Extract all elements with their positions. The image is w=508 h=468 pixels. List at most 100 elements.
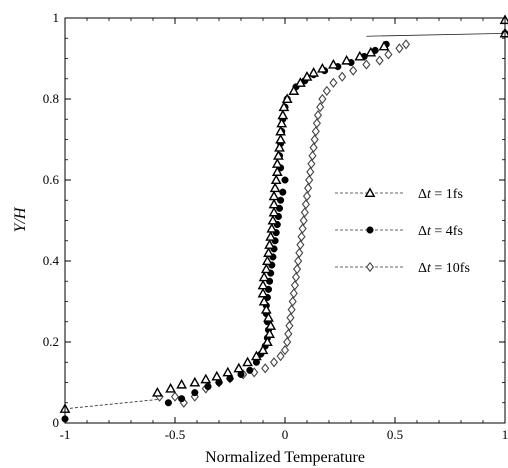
series-3-point: [170, 391, 180, 402]
series-1-point: [281, 93, 293, 104]
series-3-point: [304, 183, 313, 194]
series-1-point: [258, 295, 270, 306]
series-3-point: [299, 215, 308, 226]
series-1-point: [268, 206, 280, 217]
series-3-point: [401, 39, 411, 50]
x-tick-label: 0.5: [387, 427, 403, 442]
series-1-point: [270, 174, 282, 185]
series-3-point: [291, 272, 301, 283]
legend-marker: [365, 261, 375, 273]
boundary-line-1: [64, 399, 158, 410]
series-3-point: [375, 55, 384, 66]
y-tick-label: 0.4: [43, 253, 60, 268]
series-1-point: [265, 320, 277, 330]
series-3-point: [286, 312, 295, 323]
series-1-point: [354, 50, 366, 61]
series-2-point: [281, 176, 289, 184]
series-1-point: [341, 54, 352, 65]
series-1-point: [277, 109, 289, 120]
series-3-point: [311, 126, 320, 137]
series-3-point: [296, 239, 305, 250]
series-3-point: [295, 247, 304, 258]
data-markers: [59, 14, 508, 423]
series-3-point: [276, 351, 285, 362]
series-1-point: [263, 312, 274, 322]
legend-label: Δt = 4fs: [418, 224, 463, 239]
series-1-point: [267, 214, 279, 225]
series-1-point: [271, 158, 283, 168]
series-3-point: [395, 43, 404, 54]
series-3-point: [316, 102, 325, 113]
series-1-point: [378, 40, 390, 51]
legend: Δt = 1fs Δt = 4fs Δt = 10fs: [335, 187, 470, 276]
series-1-point: [264, 239, 275, 249]
x-tick-label: 0: [282, 427, 289, 442]
x-tick-label: 1: [502, 427, 508, 442]
series-1-point: [271, 166, 283, 176]
series-3-point: [384, 49, 393, 60]
series-3-point: [318, 93, 327, 105]
series-1-point: [328, 58, 339, 69]
series-1-point: [499, 14, 508, 25]
y-tick-label: 0.6: [43, 172, 60, 187]
series-3-point: [302, 191, 312, 202]
series-3-point: [290, 280, 299, 291]
series-3-point: [294, 255, 303, 267]
y-tick-label: 0.2: [43, 334, 59, 349]
series-1-point: [268, 190, 280, 201]
series-3-point: [301, 199, 310, 210]
legend-item: Δt = 10fs: [335, 261, 470, 276]
series-3-point: [261, 363, 270, 374]
legend-marker: [366, 226, 374, 234]
series-2-point: [204, 383, 212, 391]
series-1-point: [268, 198, 280, 209]
boundary-line-2: [366, 32, 506, 37]
series-2-point: [246, 366, 254, 374]
series-1-point: [365, 46, 377, 57]
series-1-point: [258, 271, 270, 282]
series-3-point: [300, 207, 309, 218]
series-1-point: [152, 386, 163, 397]
series-3-point: [310, 134, 319, 145]
series-2-point: [191, 389, 199, 397]
series-1-point: [265, 231, 277, 241]
series-1-point: [262, 336, 273, 347]
plot-frame: [64, 17, 506, 424]
series-2-point: [178, 395, 186, 403]
series-3-point: [307, 158, 316, 169]
series-1-point: [275, 125, 286, 136]
boundary-lines: [64, 32, 506, 410]
series-3-point: [313, 110, 323, 121]
y-axis-title: Y/H: [12, 206, 29, 232]
series-1-point: [266, 222, 278, 233]
series-3-point: [297, 231, 306, 242]
series-3-point: [288, 296, 297, 307]
x-tick-label: -1: [60, 427, 71, 442]
y-tick-label: 1: [53, 10, 60, 25]
series-2-point: [164, 399, 172, 407]
series-3-point: [280, 345, 290, 356]
series-3-point: [338, 71, 347, 82]
legend-marker: [364, 187, 376, 198]
legend-item: Δt = 4fs: [335, 224, 463, 239]
series-1-point: [275, 133, 286, 144]
series-1-point: [295, 77, 306, 87]
axis-ticks: -1 -0.5 0 0.5 1 0 0.2 0.4 0.6 0.8 1: [43, 10, 508, 442]
series-1-point: [242, 356, 253, 367]
legend-label: Δt = 1fs: [418, 187, 463, 202]
series-3-point: [309, 142, 318, 153]
x-tick-label: -0.5: [165, 427, 186, 442]
series-3-point: [269, 357, 279, 368]
series-2-point: [279, 188, 287, 196]
series-3-point: [289, 288, 298, 299]
series-1-point: [273, 150, 284, 160]
series-3-point: [287, 304, 296, 315]
series-1-point: [233, 362, 245, 373]
y-tick-label: 0.8: [43, 91, 59, 106]
legend-item: Δt = 1fs: [335, 187, 463, 202]
series-1-point: [308, 67, 319, 77]
series-3-point: [349, 65, 358, 76]
series-3-point: [312, 118, 321, 129]
series-1-point: [274, 141, 285, 152]
